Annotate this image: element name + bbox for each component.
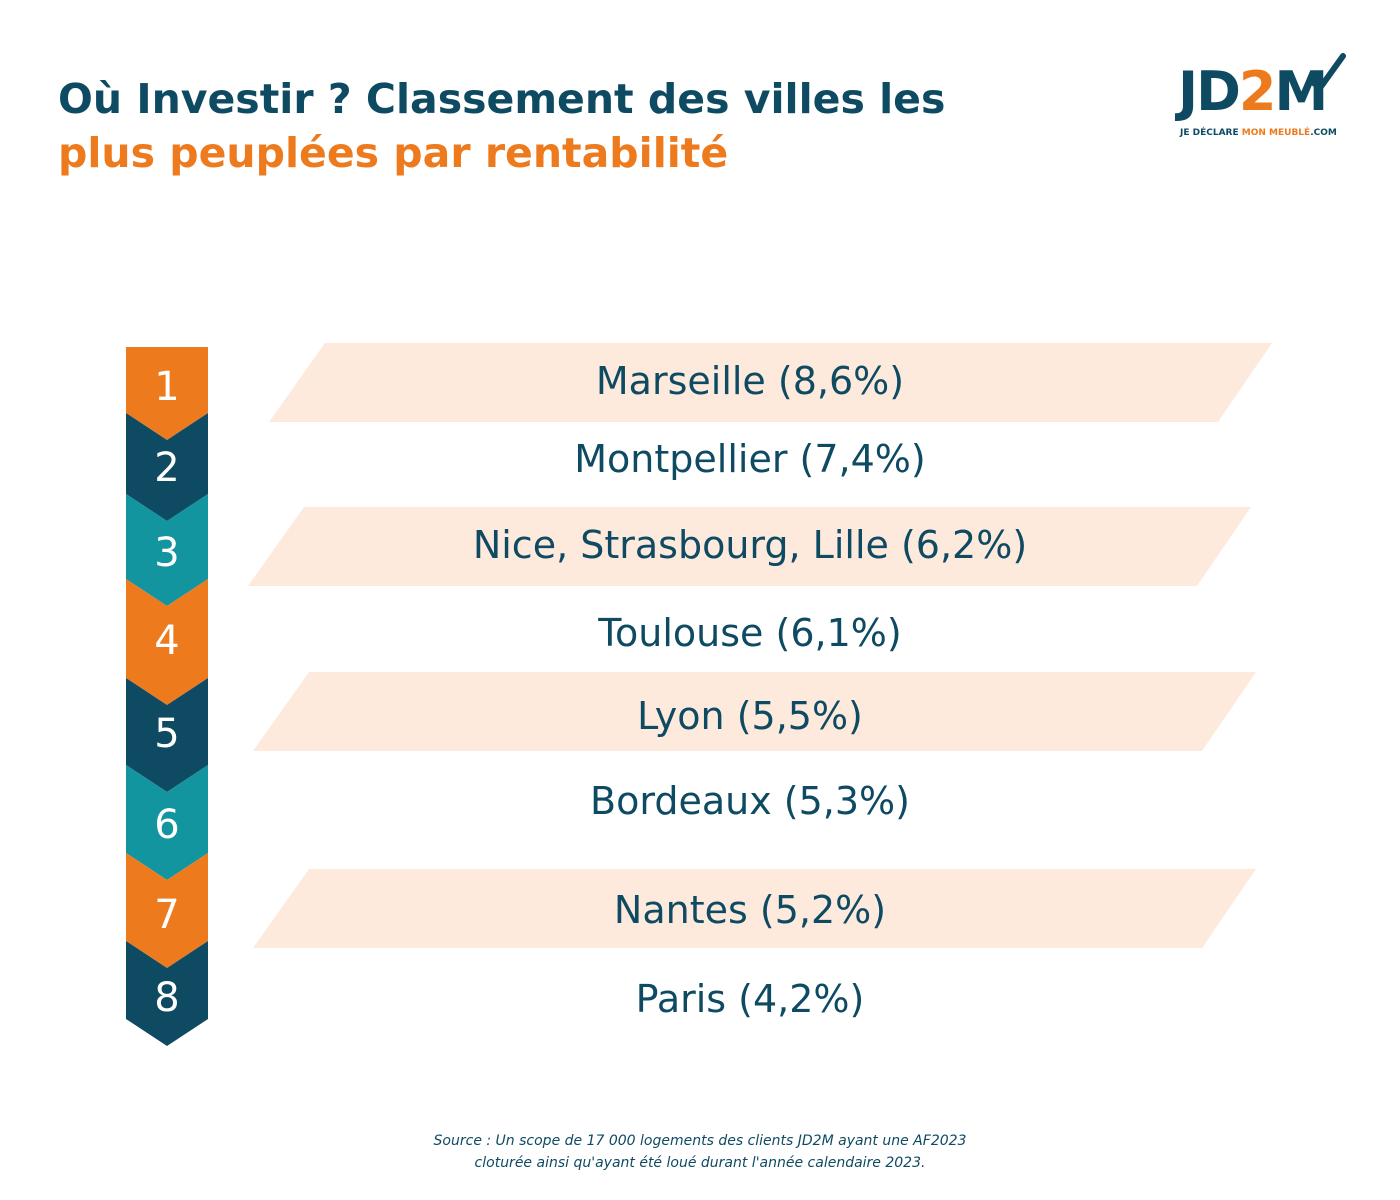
jd2m-logo: JD2M JE DÉCLARE MON MEUBLÉ.COM: [1178, 52, 1348, 144]
city-label-2: Montpellier (7,4%): [574, 437, 926, 481]
source-line-1: Source : Un scope de 17 000 logements de…: [433, 1133, 967, 1149]
city-label-6: Bordeaux (5,3%): [590, 779, 910, 823]
title-line-1: Où Investir ? Classement des villes les: [58, 75, 946, 123]
rank-number-5: 5: [154, 711, 180, 757]
city-label-8: Paris (4,2%): [635, 977, 865, 1021]
city-label-7: Nantes (5,2%): [613, 888, 887, 932]
rank-number-8: 8: [154, 975, 180, 1021]
page-title: Où Investir ? Classement des villes les …: [58, 72, 945, 180]
source-note: Source : Un scope de 17 000 logements de…: [300, 1130, 1100, 1174]
city-label-1: Marseille (8,6%): [595, 359, 905, 403]
rank-number-2: 2: [154, 445, 180, 491]
source-line-2: cloturée ainsi qu'ayant été loué durant …: [474, 1155, 926, 1171]
city-label-5: Lyon (5,5%): [637, 694, 863, 738]
title-line-2: plus peuplées par rentabilité: [58, 129, 729, 177]
logo-tagline: JE DÉCLARE MON MEUBLÉ.COM: [1180, 128, 1337, 138]
city-label-3: Nice, Strasbourg, Lille (6,2%): [472, 523, 1028, 567]
rank-number-7: 7: [154, 892, 180, 938]
rank-number-3: 3: [154, 530, 180, 576]
logo-wordmark: JD2M: [1178, 60, 1328, 123]
rank-number-4: 4: [154, 618, 180, 664]
checkmark-icon: [1307, 53, 1346, 91]
rank-number-6: 6: [154, 802, 180, 848]
rank-number-1: 1: [154, 364, 180, 410]
city-label-4: Toulouse (6,1%): [598, 611, 902, 655]
